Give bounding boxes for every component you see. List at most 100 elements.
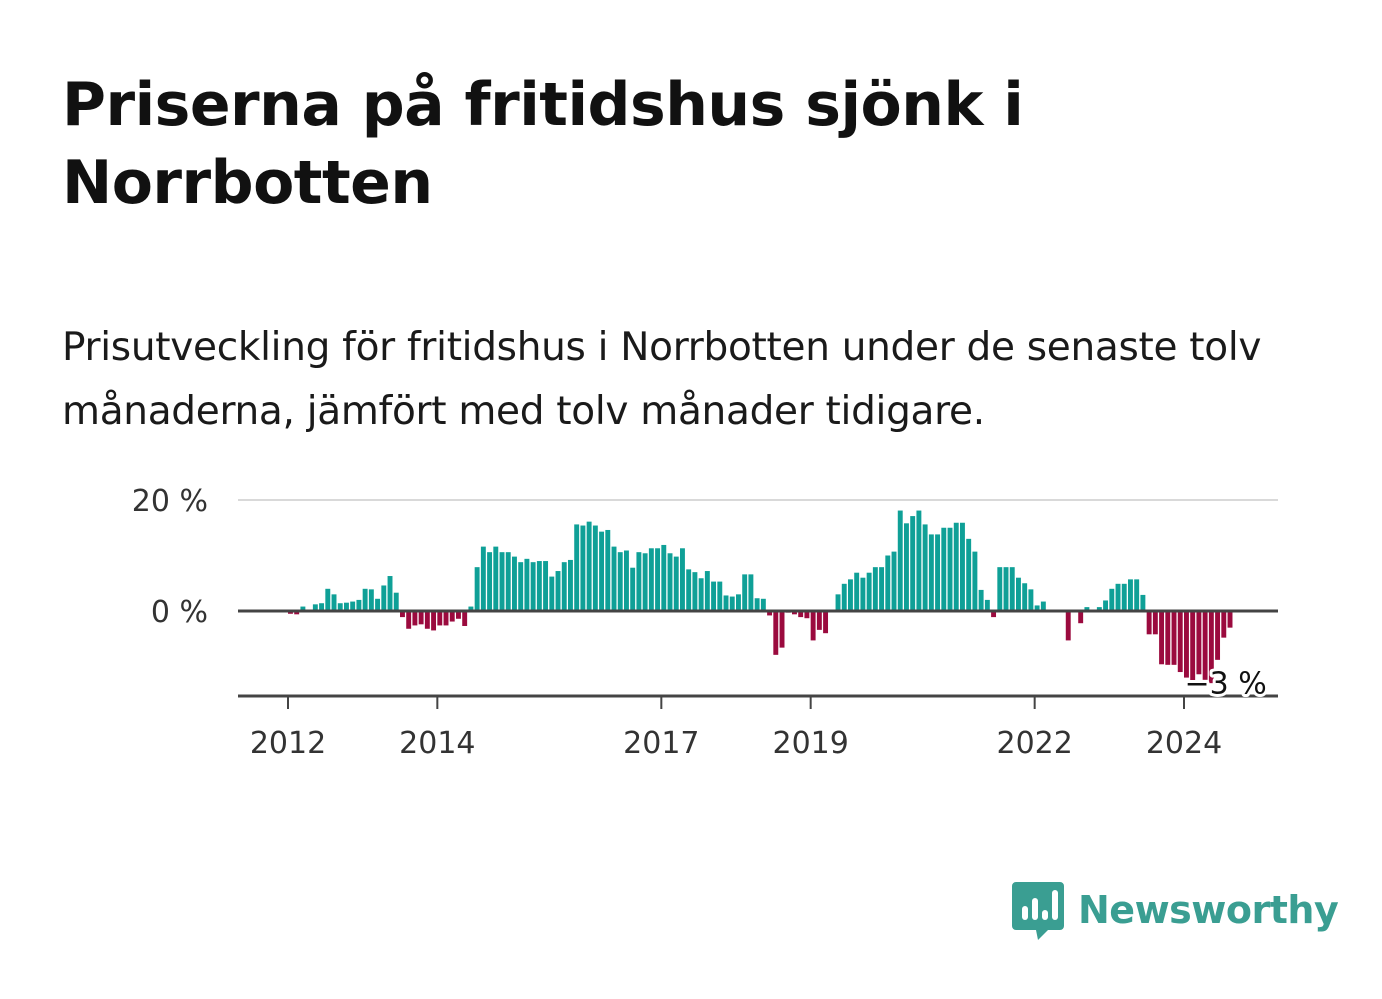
bar xyxy=(655,548,661,611)
bar xyxy=(381,585,387,611)
bar xyxy=(910,516,916,611)
bar xyxy=(424,611,430,629)
bar xyxy=(997,567,1003,611)
bar xyxy=(711,581,717,611)
bar xyxy=(991,611,997,618)
bar xyxy=(431,611,437,631)
bar xyxy=(592,525,598,611)
bar xyxy=(1084,607,1090,611)
bar xyxy=(648,548,654,611)
bar xyxy=(630,567,636,611)
bar xyxy=(1034,605,1040,611)
bar xyxy=(692,572,698,611)
bar xyxy=(897,510,903,611)
bar xyxy=(1190,611,1196,684)
chart-title: Priserna på fritidshus sjönk i Norrbotte… xyxy=(62,70,1024,218)
y-tick-label: 20 % xyxy=(132,484,208,519)
bar xyxy=(978,589,984,611)
bar-chart: 20 % 0 % 2012 2014 2017 2019 2022 2024 −3 % xyxy=(132,484,1278,761)
newsworthy-logo: Newsworthy xyxy=(1012,878,1339,942)
bar xyxy=(642,553,648,611)
bar xyxy=(493,546,499,611)
bar xyxy=(456,611,461,619)
x-tick-label: 2022 xyxy=(996,726,1072,761)
bar xyxy=(468,606,474,611)
bar xyxy=(611,546,617,611)
bar xyxy=(1202,611,1208,680)
bar xyxy=(860,577,866,611)
bar xyxy=(1184,611,1189,678)
bar xyxy=(337,603,343,611)
bar xyxy=(350,601,356,611)
bar xyxy=(1177,611,1183,673)
bar xyxy=(885,555,891,611)
bar xyxy=(617,552,623,611)
bar xyxy=(1065,611,1071,641)
bar xyxy=(1221,611,1227,638)
x-tick-label: 2012 xyxy=(250,726,326,761)
bar xyxy=(916,510,922,611)
brand-name: Newsworthy xyxy=(1078,888,1339,932)
newsworthy-chart-icon xyxy=(1012,882,1064,940)
bar xyxy=(1028,589,1034,611)
bar xyxy=(904,523,909,611)
bar xyxy=(530,562,536,611)
bar xyxy=(1009,567,1015,611)
bar xyxy=(549,576,555,611)
bar xyxy=(524,558,530,611)
chart-subtitle: Prisutveckling för fritidshus i Norrbott… xyxy=(62,325,1262,434)
bar xyxy=(1016,577,1021,611)
bar xyxy=(356,599,362,611)
bar xyxy=(331,594,337,611)
bar xyxy=(462,611,468,626)
bar xyxy=(792,611,797,615)
bar xyxy=(1227,611,1233,628)
bar xyxy=(1121,583,1127,612)
bar xyxy=(312,604,318,611)
bar xyxy=(1196,611,1202,675)
bar xyxy=(841,583,847,612)
bar xyxy=(1208,611,1214,684)
bar xyxy=(393,592,399,611)
bar xyxy=(760,598,766,611)
bar xyxy=(1146,611,1152,635)
bar xyxy=(667,553,673,611)
bar xyxy=(972,551,978,611)
bar xyxy=(742,574,748,611)
bar xyxy=(474,567,480,611)
bar xyxy=(773,611,779,655)
bar xyxy=(704,571,710,611)
bar xyxy=(543,561,549,611)
bar xyxy=(574,524,580,611)
bar xyxy=(1165,611,1171,665)
bar xyxy=(680,548,685,611)
bar xyxy=(368,589,374,611)
x-tick-label: 2019 xyxy=(772,726,848,761)
axes xyxy=(238,609,1278,709)
bar xyxy=(984,599,990,611)
bar xyxy=(406,611,412,629)
bar xyxy=(928,534,934,611)
bar xyxy=(1128,579,1133,611)
bar xyxy=(717,581,723,611)
bar xyxy=(636,552,642,611)
bar xyxy=(823,611,829,634)
bar xyxy=(966,538,972,611)
bar xyxy=(816,611,822,630)
bar xyxy=(953,522,959,611)
bar xyxy=(294,611,300,615)
bar xyxy=(412,611,418,626)
bar xyxy=(1171,611,1177,665)
bar xyxy=(319,603,325,611)
x-tick-label: 2017 xyxy=(623,726,699,761)
x-tick-label: 2024 xyxy=(1146,726,1222,761)
labels: 20 % 0 % 2012 2014 2017 2019 2022 2024 −3 % xyxy=(132,484,1270,761)
bar xyxy=(443,611,449,626)
bar xyxy=(686,569,692,612)
bar xyxy=(866,572,872,611)
bar xyxy=(854,572,860,611)
bar xyxy=(1103,600,1109,611)
bar xyxy=(555,571,561,611)
bar xyxy=(767,611,773,616)
bar xyxy=(505,552,511,611)
